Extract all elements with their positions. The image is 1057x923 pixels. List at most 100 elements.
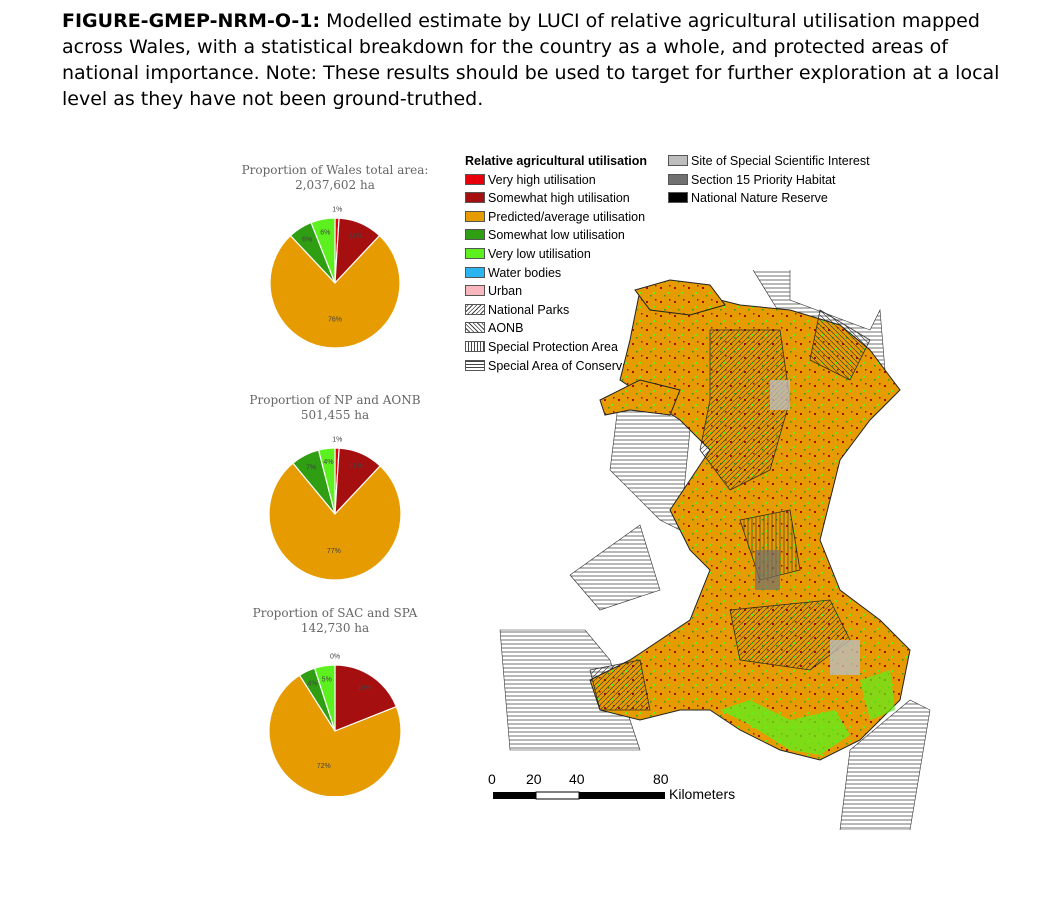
pie-slice-label: 76% bbox=[328, 316, 342, 323]
pie-title: Proportion of SAC and SPA bbox=[252, 606, 418, 620]
legend-label: Section 15 Priority Habitat bbox=[691, 172, 836, 187]
legend-item-nnr: National Nature Reserve bbox=[668, 189, 870, 208]
map-legend: Relative agricultural utilisation Very h… bbox=[465, 152, 649, 375]
pie-slice-label: 6% bbox=[320, 229, 330, 236]
pie-slice bbox=[269, 234, 401, 349]
national-park-snowdonia bbox=[699, 329, 791, 491]
sac-severn-estuary bbox=[839, 699, 931, 830]
legend-item-water: Water bodies bbox=[465, 264, 649, 283]
pie-slice-label: 11% bbox=[349, 233, 363, 240]
legend-swatch bbox=[465, 285, 485, 297]
legend-swatch bbox=[465, 303, 485, 315]
legend-label: Very low utilisation bbox=[488, 246, 591, 261]
legend-item-aonb: AONB bbox=[465, 319, 649, 338]
legend-label: Very high utilisation bbox=[488, 172, 596, 187]
wales-map bbox=[499, 270, 931, 830]
legend-label: Special Protection Area bbox=[488, 339, 618, 354]
legend-label: Predicted/average utilisation bbox=[488, 209, 646, 224]
pie-slice-label: 19% bbox=[358, 685, 372, 692]
legend-label: Somewhat high utilisation bbox=[488, 191, 630, 206]
legend-swatch bbox=[465, 229, 485, 241]
pie-svg: 1% 11% 77% 7% 4% bbox=[268, 437, 402, 581]
scale-segment bbox=[535, 791, 580, 800]
legend-item-somewhat_high: Somewhat high utilisation bbox=[465, 189, 649, 208]
legend-swatch bbox=[465, 247, 485, 259]
priority-habitat-area bbox=[755, 550, 780, 590]
sssi-area bbox=[830, 640, 860, 675]
legend-label: Water bodies bbox=[488, 265, 562, 280]
legend-swatch bbox=[465, 192, 485, 204]
legend-label: Site of Special Scientific Interest bbox=[691, 154, 870, 168]
legend-label: Special Area of Conservation bbox=[488, 358, 650, 373]
legend-swatch bbox=[465, 340, 485, 352]
very-low-utilisation-area bbox=[860, 670, 895, 720]
legend-label: Somewhat low utilisation bbox=[488, 228, 625, 243]
pie-svg: 0% 19% 72% 4% 5% bbox=[268, 654, 402, 798]
pie-subtitle: 142,730 ha bbox=[300, 621, 370, 635]
sssi-area bbox=[770, 380, 790, 410]
scale-tick-label: 40 bbox=[569, 771, 585, 787]
pie-slice-label: 4% bbox=[307, 681, 317, 688]
legend-item-urban: Urban bbox=[465, 282, 649, 301]
legend-swatch bbox=[668, 173, 688, 185]
legend-swatch bbox=[465, 359, 485, 371]
figure-caption: FIGURE-GMEP-NRM-O-1: Modelled estimate b… bbox=[62, 8, 1022, 112]
legend-swatch bbox=[465, 266, 485, 278]
pie-subtitle: 501,455 ha bbox=[300, 408, 370, 422]
sac-offshore-cardigan-bay bbox=[569, 524, 661, 611]
legend-swatch bbox=[465, 173, 485, 185]
pie-chart-wales: Proportion of Wales total area: 2,037,60… bbox=[230, 163, 440, 358]
legend-item-somewhat_low: Somewhat low utilisation bbox=[465, 226, 649, 245]
pie-slice bbox=[268, 462, 402, 581]
scale-segment bbox=[579, 792, 665, 799]
scale-unit-label: Kilometers bbox=[669, 786, 735, 802]
scale-segment bbox=[493, 792, 536, 799]
legend-label: National Nature Reserve bbox=[691, 191, 828, 206]
pie-slice bbox=[268, 674, 402, 798]
legend-swatch bbox=[668, 155, 688, 166]
legend-item-sac: Special Area of Conservation bbox=[465, 357, 649, 376]
pie-slice-label: 7% bbox=[306, 464, 316, 471]
pie-subtitle: 2,037,602 ha bbox=[295, 178, 375, 192]
pie-title: Proportion of NP and AONB bbox=[249, 393, 421, 407]
legend-label: National Parks bbox=[488, 302, 570, 317]
pie-svg: 1% 11% 76% 6% 6% bbox=[269, 207, 401, 349]
pie-slice bbox=[317, 447, 336, 515]
pie-slice bbox=[310, 217, 336, 284]
figure-label: FIGURE-GMEP-NRM-O-1: bbox=[62, 10, 321, 32]
pie-slice-label: 72% bbox=[317, 763, 331, 770]
pie-slice bbox=[313, 664, 336, 732]
scale-tick-label: 80 bbox=[653, 771, 669, 787]
legend-swatch bbox=[668, 192, 688, 204]
scale-tick-label: 0 bbox=[488, 771, 496, 787]
figure-caption-text: Modelled estimate by LUCI of relative ag… bbox=[62, 10, 1000, 110]
aonb-clwydian bbox=[809, 309, 871, 381]
legend-item-spa: Special Protection Area bbox=[465, 338, 649, 357]
national-park-pembrokeshire bbox=[589, 659, 651, 711]
map-legend-overlays: Site of Special Scientific Interest Secti… bbox=[668, 152, 870, 208]
legend-item-average: Predicted/average utilisation bbox=[465, 208, 649, 227]
lleyn-peninsula bbox=[599, 379, 681, 416]
legend-label: AONB bbox=[488, 321, 524, 336]
legend-swatch bbox=[465, 210, 485, 222]
legend-title: Relative agricultural utilisation bbox=[465, 154, 647, 168]
legend-swatch bbox=[465, 322, 485, 334]
pie-slice bbox=[334, 664, 398, 732]
pie-slice-label: 4% bbox=[323, 459, 333, 466]
pie-slice-label: 1% bbox=[332, 207, 342, 214]
pie-slice-label: 1% bbox=[332, 437, 342, 444]
pie-chart-np-aonb: Proportion of NP and AONB 501,455 ha 1% 1… bbox=[230, 393, 440, 588]
legend-item-priority: Section 15 Priority Habitat bbox=[668, 171, 870, 190]
legend-item-very_high: Very high utilisation bbox=[465, 171, 649, 190]
legend-item-np: National Parks bbox=[465, 301, 649, 320]
pie-slice-label: 5% bbox=[322, 676, 332, 683]
pie-slice-label: 77% bbox=[327, 548, 341, 555]
very-low-utilisation-area bbox=[720, 700, 850, 755]
pie-slice-label: 0% bbox=[330, 654, 340, 661]
legend-item-very_low: Very low utilisation bbox=[465, 245, 649, 264]
anglesey bbox=[634, 279, 726, 316]
pie-slice-label: 11% bbox=[349, 463, 363, 470]
legend-item-sssi: Site of Special Scientific Interest bbox=[668, 152, 870, 171]
pie-slice-label: 6% bbox=[302, 237, 312, 244]
scale-tick-label: 20 bbox=[526, 771, 542, 787]
